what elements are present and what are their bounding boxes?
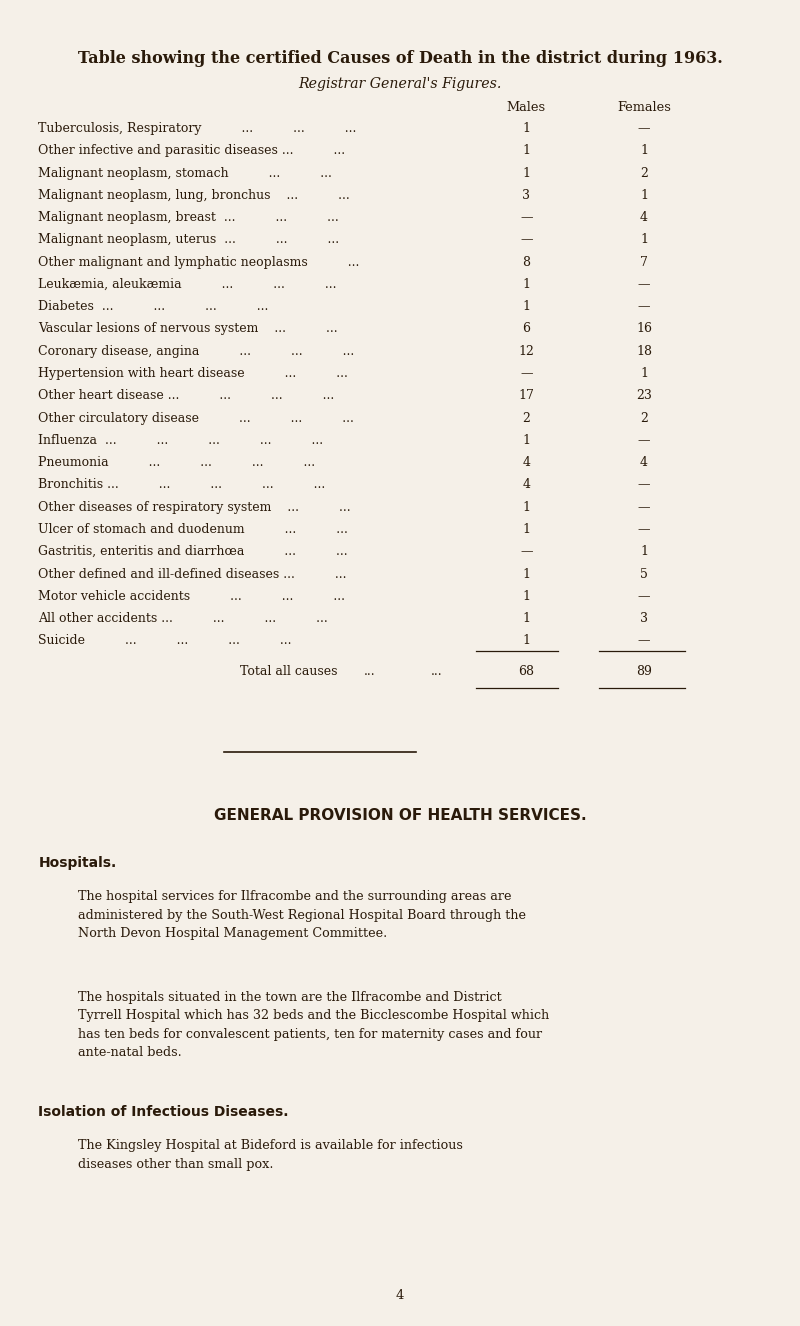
Text: ...: ...: [364, 664, 376, 678]
Text: 1: 1: [522, 122, 530, 135]
Text: Other malignant and lymphatic neoplasms          ...: Other malignant and lymphatic neoplasms …: [38, 256, 360, 269]
Text: —: —: [638, 501, 650, 513]
Text: —: —: [638, 479, 650, 492]
Text: Ulcer of stomach and duodenum          ...          ...: Ulcer of stomach and duodenum ... ...: [38, 522, 348, 536]
Text: 1: 1: [640, 188, 648, 202]
Text: 1: 1: [522, 613, 530, 625]
Text: Registrar General's Figures.: Registrar General's Figures.: [298, 77, 502, 91]
Text: GENERAL PROVISION OF HEALTH SERVICES.: GENERAL PROVISION OF HEALTH SERVICES.: [214, 808, 586, 823]
Text: 1: 1: [522, 434, 530, 447]
Text: Other defined and ill-defined diseases ...          ...: Other defined and ill-defined diseases .…: [38, 568, 347, 581]
Text: Motor vehicle accidents          ...          ...          ...: Motor vehicle accidents ... ... ...: [38, 590, 346, 603]
Text: ...: ...: [430, 664, 442, 678]
Text: 1: 1: [640, 545, 648, 558]
Text: Vascular lesions of nervous system    ...          ...: Vascular lesions of nervous system ... .…: [38, 322, 338, 335]
Text: 1: 1: [522, 300, 530, 313]
Text: Diabetes  ...          ...          ...          ...: Diabetes ... ... ... ...: [38, 300, 269, 313]
Text: Malignant neoplasm, lung, bronchus    ...          ...: Malignant neoplasm, lung, bronchus ... .…: [38, 188, 350, 202]
Text: 2: 2: [522, 411, 530, 424]
Text: 1: 1: [522, 145, 530, 158]
Text: —: —: [638, 300, 650, 313]
Text: 1: 1: [522, 634, 530, 647]
Text: The hospital services for Ilfracombe and the surrounding areas are
administered : The hospital services for Ilfracombe and…: [78, 890, 526, 940]
Text: —: —: [520, 211, 533, 224]
Text: Males: Males: [507, 101, 546, 114]
Text: The Kingsley Hospital at Bideford is available for infectious
diseases other tha: The Kingsley Hospital at Bideford is ava…: [78, 1139, 463, 1171]
Text: 7: 7: [640, 256, 648, 269]
Text: Other diseases of respiratory system    ...          ...: Other diseases of respiratory system ...…: [38, 501, 351, 513]
Text: 18: 18: [636, 345, 652, 358]
Text: —: —: [520, 233, 533, 247]
Text: Other infective and parasitic diseases ...          ...: Other infective and parasitic diseases .…: [38, 145, 346, 158]
Text: —: —: [638, 522, 650, 536]
Text: 8: 8: [522, 256, 530, 269]
Text: 1: 1: [522, 167, 530, 179]
Text: 1: 1: [640, 145, 648, 158]
Text: —: —: [638, 634, 650, 647]
Text: 1: 1: [522, 568, 530, 581]
Text: Malignant neoplasm, uterus  ...          ...          ...: Malignant neoplasm, uterus ... ... ...: [38, 233, 339, 247]
Text: Tuberculosis, Respiratory          ...          ...          ...: Tuberculosis, Respiratory ... ... ...: [38, 122, 357, 135]
Text: 1: 1: [522, 501, 530, 513]
Text: 4: 4: [640, 456, 648, 469]
Text: 3: 3: [522, 188, 530, 202]
Text: All other accidents ...          ...          ...          ...: All other accidents ... ... ... ...: [38, 613, 328, 625]
Text: —: —: [638, 590, 650, 603]
Text: 5: 5: [640, 568, 648, 581]
Text: Total all causes: Total all causes: [240, 664, 338, 678]
Text: 1: 1: [522, 590, 530, 603]
Text: 16: 16: [636, 322, 652, 335]
Text: —: —: [520, 367, 533, 381]
Text: Leukæmia, aleukæmia          ...          ...          ...: Leukæmia, aleukæmia ... ... ...: [38, 278, 337, 290]
Text: Other circulatory disease          ...          ...          ...: Other circulatory disease ... ... ...: [38, 411, 354, 424]
Text: Pneumonia          ...          ...          ...          ...: Pneumonia ... ... ... ...: [38, 456, 315, 469]
Text: 4: 4: [522, 479, 530, 492]
Text: 6: 6: [522, 322, 530, 335]
Text: Females: Females: [617, 101, 671, 114]
Text: —: —: [638, 122, 650, 135]
Text: 1: 1: [522, 522, 530, 536]
Text: 2: 2: [640, 411, 648, 424]
Text: 3: 3: [640, 613, 648, 625]
Text: 4: 4: [396, 1289, 404, 1302]
Text: 2: 2: [640, 167, 648, 179]
Text: 89: 89: [636, 664, 652, 678]
Text: The hospitals situated in the town are the Ilfracombe and District
Tyrrell Hospi: The hospitals situated in the town are t…: [78, 991, 550, 1059]
Text: —: —: [638, 278, 650, 290]
Text: Hypertension with heart disease          ...          ...: Hypertension with heart disease ... ...: [38, 367, 348, 381]
Text: 4: 4: [640, 211, 648, 224]
Text: 1: 1: [522, 278, 530, 290]
Text: 17: 17: [518, 390, 534, 402]
Text: Gastritis, enteritis and diarrhœa          ...          ...: Gastritis, enteritis and diarrhœa ... ..…: [38, 545, 348, 558]
Text: 12: 12: [518, 345, 534, 358]
Text: Other heart disease ...          ...          ...          ...: Other heart disease ... ... ... ...: [38, 390, 334, 402]
Text: 1: 1: [640, 233, 648, 247]
Text: 68: 68: [518, 664, 534, 678]
Text: 23: 23: [636, 390, 652, 402]
Text: 1: 1: [640, 367, 648, 381]
Text: Coronary disease, angina          ...          ...          ...: Coronary disease, angina ... ... ...: [38, 345, 354, 358]
Text: Malignant neoplasm, breast  ...          ...          ...: Malignant neoplasm, breast ... ... ...: [38, 211, 339, 224]
Text: Influenza  ...          ...          ...          ...          ...: Influenza ... ... ... ... ...: [38, 434, 323, 447]
Text: Hospitals.: Hospitals.: [38, 855, 117, 870]
Text: Isolation of Infectious Diseases.: Isolation of Infectious Diseases.: [38, 1105, 289, 1119]
Text: Table showing the certified Causes of Death in the district during 1963.: Table showing the certified Causes of De…: [78, 50, 722, 68]
Text: Suicide          ...          ...          ...          ...: Suicide ... ... ... ...: [38, 634, 292, 647]
Text: Malignant neoplasm, stomach          ...          ...: Malignant neoplasm, stomach ... ...: [38, 167, 332, 179]
Text: —: —: [520, 545, 533, 558]
Text: —: —: [638, 434, 650, 447]
Text: 4: 4: [522, 456, 530, 469]
Text: Bronchitis ...          ...          ...          ...          ...: Bronchitis ... ... ... ... ...: [38, 479, 326, 492]
